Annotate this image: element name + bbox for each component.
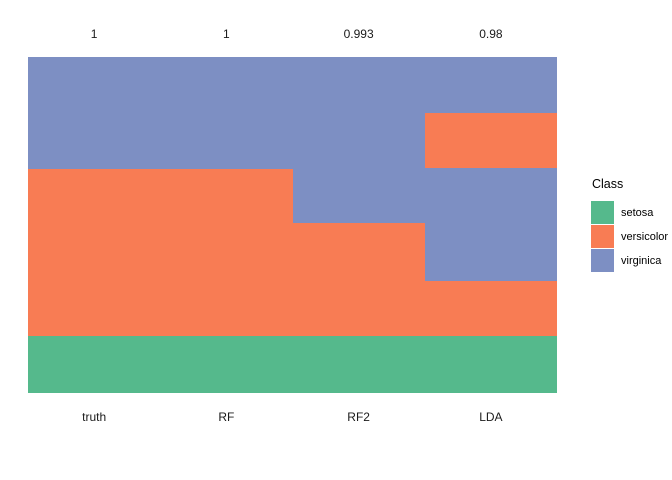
x-tick-label-RF2: RF2 (347, 410, 370, 424)
segment-setosa (28, 336, 161, 393)
segment-virginica (160, 57, 293, 169)
accuracy-label-LDA: 0.98 (479, 27, 503, 41)
x-axis-labels-row: truth RF RF2 LDA (28, 410, 557, 426)
legend-swatch-setosa (591, 201, 614, 224)
segment-setosa (424, 336, 557, 393)
legend-entry-versicolor: versicolor (591, 225, 668, 248)
segment-virginica (424, 168, 557, 281)
column-RF2 (292, 57, 425, 393)
accuracy-label-truth: 1 (90, 27, 98, 41)
segment-virginica (292, 57, 425, 223)
legend-entry-virginica: virginica (591, 249, 668, 272)
legend-label-virginica: virginica (621, 254, 662, 267)
segment-virginica (28, 57, 161, 169)
accuracy-labels-row: 1 1 0.993 0.98 (28, 27, 557, 43)
segment-setosa (160, 336, 293, 393)
segment-virginica (424, 57, 557, 113)
segment-versicolor (292, 223, 425, 336)
legend-label-versicolor: versicolor (621, 230, 669, 243)
legend: Class setosa versicolor virginica (591, 177, 668, 273)
accuracy-label-RF: 1 (223, 27, 230, 41)
segment-setosa (292, 336, 425, 393)
column-RF (160, 57, 293, 393)
legend-entries: setosa versicolor virginica (591, 201, 668, 272)
segment-versicolor (28, 169, 161, 336)
column-LDA (424, 57, 557, 393)
legend-swatch-versicolor (591, 225, 614, 248)
column-truth (28, 57, 161, 393)
legend-entry-setosa: setosa (591, 201, 668, 224)
segment-versicolor (424, 113, 557, 168)
x-tick-label-truth: truth (82, 410, 107, 424)
x-tick-label-RF: RF (218, 410, 235, 424)
segment-versicolor (160, 169, 293, 336)
x-tick-label-LDA: LDA (479, 410, 503, 424)
plot-area (28, 57, 557, 393)
legend-label-setosa: setosa (621, 206, 654, 219)
legend-title: Class (592, 177, 624, 191)
segment-versicolor (424, 281, 557, 336)
accuracy-label-RF2: 0.993 (343, 27, 374, 41)
legend-swatch-virginica (591, 249, 614, 272)
